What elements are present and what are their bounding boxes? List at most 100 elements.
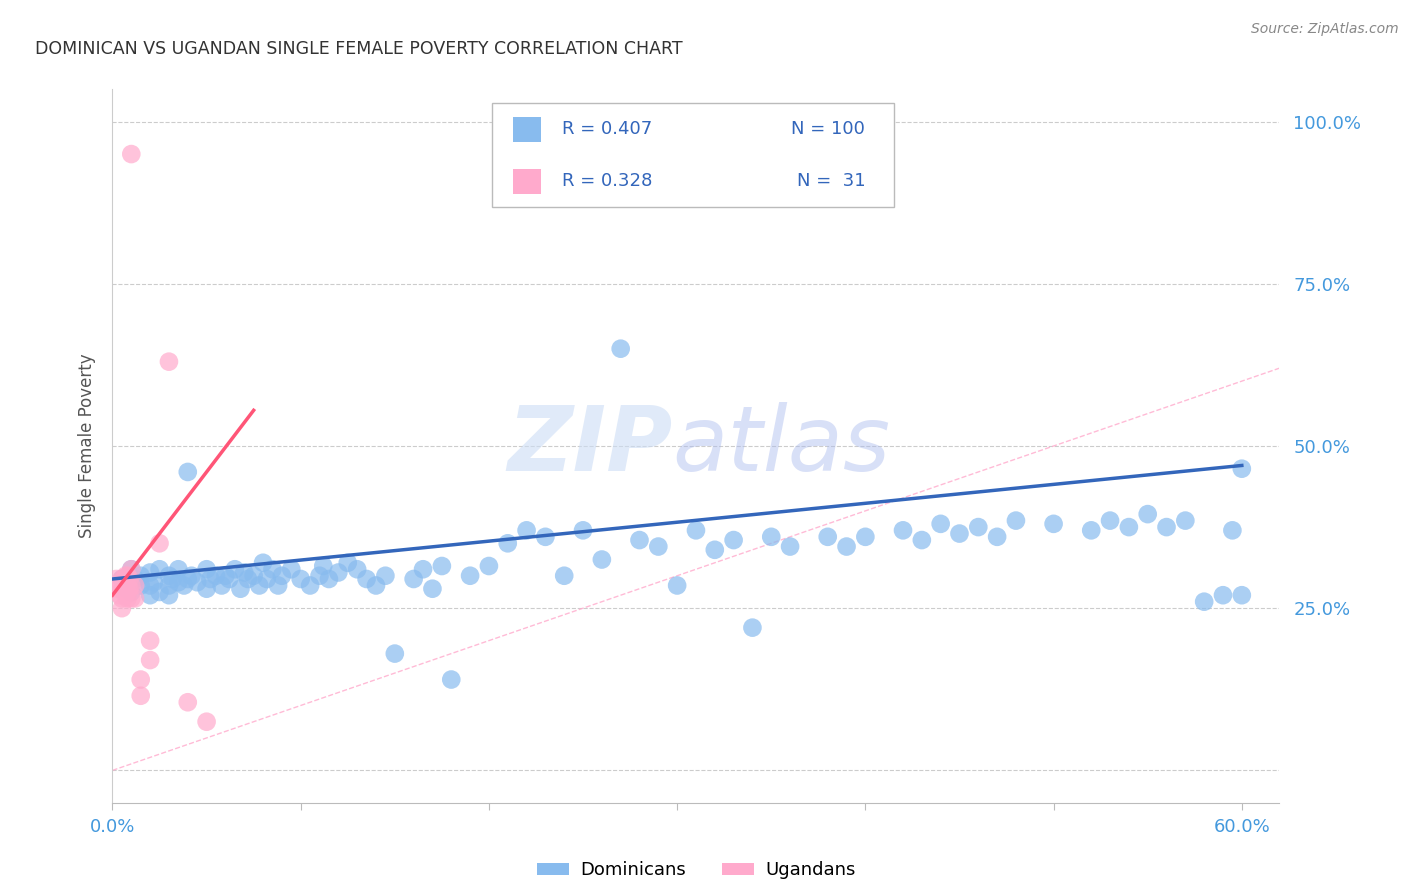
Point xyxy=(111,572,134,586)
Point xyxy=(111,582,134,596)
Point xyxy=(1230,461,1253,475)
Point xyxy=(118,582,141,596)
Text: atlas: atlas xyxy=(672,402,890,490)
Point xyxy=(211,578,233,592)
Point xyxy=(591,552,613,566)
Point xyxy=(105,572,128,586)
Point xyxy=(628,533,651,547)
Point xyxy=(139,653,162,667)
Point xyxy=(761,530,783,544)
Point xyxy=(157,354,180,368)
Y-axis label: Single Female Poverty: Single Female Poverty xyxy=(77,354,96,538)
Point xyxy=(356,572,378,586)
Point xyxy=(252,556,274,570)
Text: ZIP: ZIP xyxy=(508,402,672,490)
Point xyxy=(779,540,801,554)
Point xyxy=(1230,588,1253,602)
Point xyxy=(195,714,218,729)
Point xyxy=(647,540,669,554)
Point xyxy=(129,689,152,703)
Point xyxy=(817,530,839,544)
FancyBboxPatch shape xyxy=(513,117,541,142)
Point xyxy=(214,568,236,582)
Point xyxy=(1099,514,1122,528)
Point xyxy=(948,526,970,541)
Point xyxy=(967,520,990,534)
Point xyxy=(262,562,284,576)
Point xyxy=(124,572,146,586)
Point xyxy=(299,578,322,592)
Point xyxy=(205,568,228,582)
Text: N = 100: N = 100 xyxy=(792,120,865,138)
Point xyxy=(256,572,278,586)
Point xyxy=(111,591,134,606)
Point xyxy=(118,572,141,586)
Point xyxy=(129,568,152,582)
Point xyxy=(267,578,290,592)
Point xyxy=(1222,524,1244,538)
Point xyxy=(120,562,142,576)
Point xyxy=(157,568,180,582)
Point xyxy=(139,588,162,602)
Point xyxy=(703,542,725,557)
Point xyxy=(1080,524,1102,538)
Legend: Dominicans, Ugandans: Dominicans, Ugandans xyxy=(529,855,863,887)
Point xyxy=(180,568,202,582)
Point xyxy=(1192,595,1215,609)
Point xyxy=(124,578,146,592)
Point xyxy=(117,582,139,596)
Point xyxy=(336,556,359,570)
Point xyxy=(139,566,162,580)
Point xyxy=(242,568,264,582)
Point xyxy=(114,578,136,592)
Point xyxy=(120,585,142,599)
Point xyxy=(107,582,129,596)
Point xyxy=(120,562,142,576)
Point xyxy=(853,530,876,544)
Point xyxy=(666,578,689,592)
Point xyxy=(117,578,139,592)
Point xyxy=(148,585,170,599)
Point xyxy=(516,524,538,538)
Point xyxy=(430,559,453,574)
Point xyxy=(120,578,142,592)
Point xyxy=(177,572,200,586)
Point xyxy=(685,524,707,538)
Point xyxy=(723,533,745,547)
Point xyxy=(157,578,180,592)
Point xyxy=(364,578,387,592)
Point xyxy=(148,562,170,576)
Text: Source: ZipAtlas.com: Source: ZipAtlas.com xyxy=(1251,22,1399,37)
Point xyxy=(229,582,252,596)
Point xyxy=(1156,520,1178,534)
Point xyxy=(129,673,152,687)
Point xyxy=(986,530,1008,544)
Point xyxy=(167,575,190,590)
Point xyxy=(177,465,200,479)
Point xyxy=(609,342,631,356)
Point xyxy=(117,591,139,606)
Point xyxy=(177,695,200,709)
Text: N =  31: N = 31 xyxy=(797,172,865,190)
Point xyxy=(308,568,330,582)
Point xyxy=(120,147,142,161)
Point xyxy=(186,575,208,590)
Point xyxy=(112,572,135,586)
Point xyxy=(1136,507,1159,521)
Point xyxy=(195,562,218,576)
Point xyxy=(835,540,858,554)
Point xyxy=(236,572,259,586)
Point xyxy=(148,536,170,550)
Point xyxy=(157,588,180,602)
Point xyxy=(412,562,434,576)
Point xyxy=(200,572,222,586)
Point xyxy=(572,524,595,538)
Point xyxy=(218,572,240,586)
Point xyxy=(422,582,444,596)
Point xyxy=(139,578,162,592)
FancyBboxPatch shape xyxy=(513,169,541,194)
Point xyxy=(162,572,184,586)
Point xyxy=(129,578,152,592)
Point xyxy=(374,568,396,582)
Point xyxy=(173,578,195,592)
